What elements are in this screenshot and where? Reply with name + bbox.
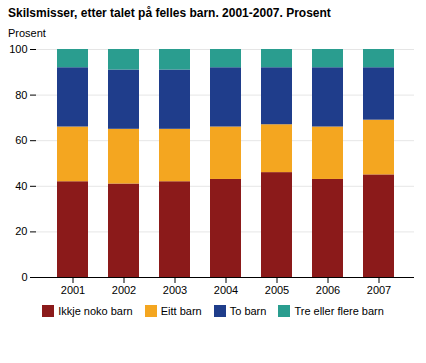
svg-text:2006: 2006 [316,284,340,296]
html-text:To barn: To barn [229,305,267,317]
svg-text:2001: 2001 [61,284,85,296]
html-text:Tre eller flere barn: Tre eller flere barn [294,305,384,317]
svg-text:20: 20 [15,225,27,237]
svg-text:0: 0 [21,271,27,283]
html-text:Ikkje noko barn: Ikkje noko barn [58,305,133,317]
svg-text:2007: 2007 [367,284,391,296]
svg-text:2003: 2003 [163,284,187,296]
svg-text:80: 80 [15,89,27,101]
svg-text:2004: 2004 [214,284,238,296]
html-text:Skilsmisser, etter talet på fe: Skilsmisser, etter talet på felles barn.… [8,6,331,20]
svg-text:40: 40 [15,180,27,192]
svg-text:2002: 2002 [112,284,136,296]
svg-text:60: 60 [15,134,27,146]
html-text:Prosent: Prosent [8,27,46,39]
html-text:Eitt barn: Eitt barn [160,305,202,317]
svg-text:2005: 2005 [265,284,289,296]
svg-text:100: 100 [9,43,27,55]
